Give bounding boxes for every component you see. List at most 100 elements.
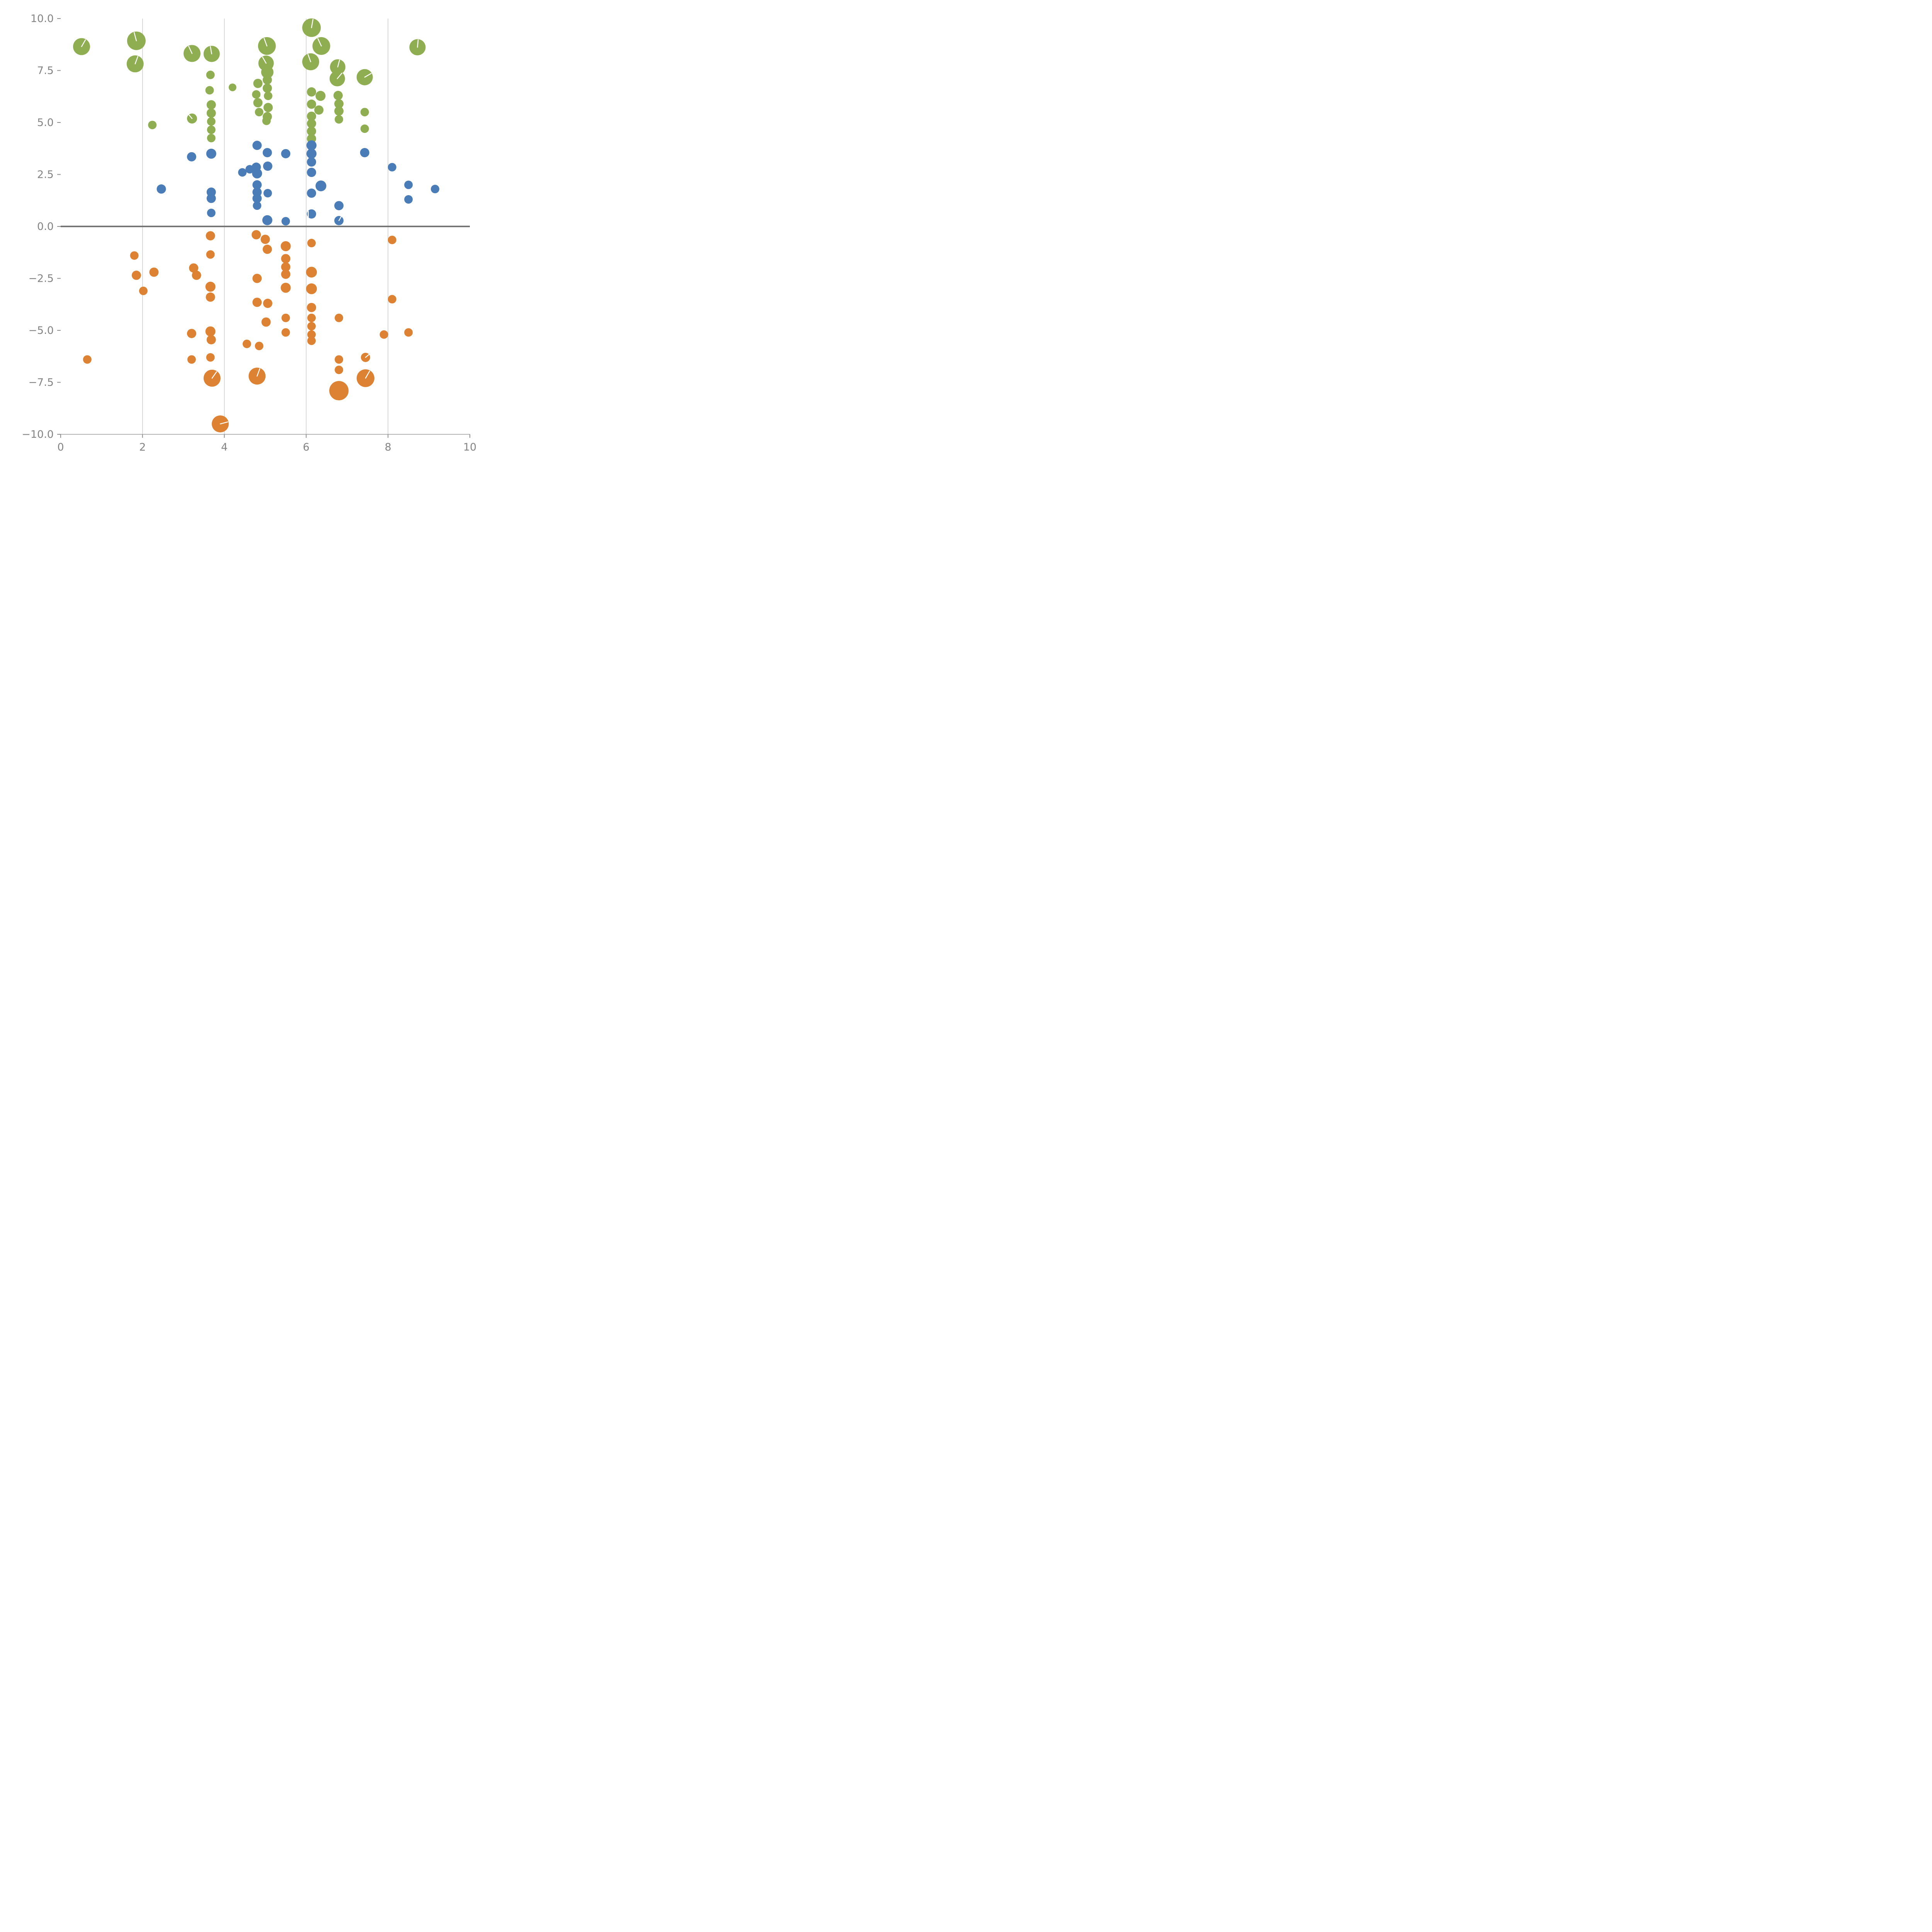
scatter-point-blue bbox=[388, 163, 396, 172]
x-tick-label: 6 bbox=[303, 441, 310, 453]
scatter-point-orange bbox=[149, 267, 159, 277]
y-tick-label: 7.5 bbox=[37, 65, 54, 77]
bubble-radial-mark bbox=[364, 73, 372, 78]
scatter-point-orange bbox=[206, 250, 215, 259]
scatter-point-blue bbox=[430, 185, 439, 194]
x-tick-label: 0 bbox=[57, 441, 64, 453]
y-tick-label: 5.0 bbox=[37, 117, 54, 129]
scatter-point-green bbox=[307, 111, 316, 121]
scatter-point-green bbox=[206, 100, 216, 110]
scatter-point-blue bbox=[252, 180, 262, 190]
scatter-point-green bbox=[206, 70, 215, 79]
scatter-point-green bbox=[315, 91, 326, 101]
scatter-point-orange bbox=[206, 231, 215, 241]
scatter-point-green bbox=[262, 75, 272, 85]
bubble-radial-mark bbox=[311, 19, 314, 28]
scatter-point-orange bbox=[261, 317, 271, 327]
x-tick-label: 4 bbox=[221, 441, 228, 453]
scatter-point-blue bbox=[281, 217, 290, 226]
scatter-point-orange bbox=[252, 230, 261, 240]
scatter-point-green bbox=[148, 121, 157, 129]
scatter-point-orange bbox=[206, 335, 216, 345]
scatter-point-orange bbox=[307, 239, 316, 248]
scatter-point-green bbox=[255, 108, 264, 117]
scatter-point-green bbox=[206, 108, 216, 118]
scatter-point-blue bbox=[238, 168, 247, 177]
scatter-point-orange bbox=[189, 263, 199, 273]
bubble-radial-mark bbox=[189, 114, 193, 119]
scatter-point-green bbox=[334, 106, 344, 116]
y-tick-label: −10.0 bbox=[22, 429, 54, 440]
scatter-point-orange bbox=[307, 336, 316, 345]
scatter-point-green bbox=[360, 108, 369, 117]
bubble-radial-mark bbox=[262, 56, 267, 64]
scatter-point-blue bbox=[306, 148, 317, 159]
scatter-point-blue bbox=[307, 209, 316, 219]
bubble-radial-mark bbox=[338, 216, 342, 221]
scatter-point-orange bbox=[307, 330, 316, 339]
bubble-radial-mark bbox=[211, 371, 217, 379]
scatter-point-blue bbox=[262, 215, 272, 225]
bubble-radial-mark bbox=[337, 73, 342, 79]
annotation-label: I bbox=[307, 209, 310, 221]
bubble-radial-mark bbox=[365, 371, 370, 379]
scatter-point-blue bbox=[404, 180, 413, 189]
scatter-point-blue bbox=[262, 148, 272, 158]
scatter-point-blue bbox=[156, 184, 166, 194]
scatter-point-orange bbox=[307, 322, 316, 331]
scatter-point-blue bbox=[252, 141, 262, 150]
scatter-point-orange bbox=[260, 235, 270, 244]
scatter-point-orange bbox=[83, 355, 92, 364]
scatter-point-green bbox=[263, 103, 273, 112]
scatter-point-blue bbox=[207, 209, 216, 218]
scatter-point-green bbox=[207, 117, 216, 126]
scatter-point-green bbox=[262, 83, 272, 93]
scatter-point-blue bbox=[253, 201, 262, 210]
scatter-point-orange bbox=[335, 355, 344, 364]
scatter-point-blue bbox=[206, 194, 216, 203]
scatter-point-orange bbox=[205, 282, 216, 292]
scatter-point-orange bbox=[335, 313, 344, 322]
bubble-radial-mark bbox=[134, 32, 137, 41]
annotation-label: A bbox=[327, 210, 334, 222]
scatter-point-blue bbox=[263, 161, 272, 171]
scatter-point-orange bbox=[379, 330, 388, 339]
scatter-point-orange bbox=[307, 303, 316, 312]
scatter-point-orange bbox=[306, 267, 317, 278]
scatter-point-orange bbox=[263, 299, 272, 308]
scatter-point-orange bbox=[255, 342, 264, 350]
scatter-point-orange bbox=[329, 381, 349, 401]
scatter-point-orange bbox=[139, 286, 148, 295]
bubble-radial-mark bbox=[219, 421, 228, 425]
scatter-point-orange bbox=[388, 295, 396, 304]
chart-svg: R I A 0 2 4 6 8 10 10.0 7.5 5.0 2.5 0.0 −2.5 −5.0 −7.5 −1… bbox=[22, 13, 476, 453]
scatter-point-orange bbox=[281, 262, 291, 272]
scatter-point-green bbox=[360, 124, 369, 133]
scatter-point-blue bbox=[307, 188, 316, 198]
scatter-point-orange bbox=[242, 339, 251, 348]
scatter-point-blue bbox=[306, 140, 317, 151]
scatter-point-orange bbox=[205, 326, 216, 337]
scatter-point-blue bbox=[307, 168, 316, 177]
scatter-point-orange bbox=[307, 313, 316, 322]
scatter-point-green bbox=[252, 90, 261, 99]
scatter-point-green bbox=[314, 105, 324, 115]
annotation-label: R bbox=[306, 72, 313, 83]
bubble-radial-mark bbox=[81, 39, 86, 47]
scatter-point-blue bbox=[307, 157, 316, 167]
x-tick-label: 2 bbox=[139, 441, 146, 453]
scatter-point-blue bbox=[252, 168, 262, 179]
bubble-radial-mark bbox=[365, 354, 369, 358]
scatter-point-orange bbox=[130, 251, 139, 260]
scatter-point-orange bbox=[252, 298, 262, 307]
scatter-point-orange bbox=[281, 269, 291, 279]
scatter-point-green bbox=[228, 83, 236, 92]
scatter-point-green bbox=[307, 87, 316, 97]
bubble-radial-mark bbox=[188, 46, 193, 54]
scatter-point-orange bbox=[192, 270, 201, 280]
scatter-point-blue bbox=[206, 148, 216, 159]
bubble-radial-mark bbox=[257, 368, 260, 377]
scatter-point-blue bbox=[334, 201, 344, 211]
scatter-point-green bbox=[334, 99, 344, 109]
bubble-radial-mark bbox=[307, 54, 311, 63]
